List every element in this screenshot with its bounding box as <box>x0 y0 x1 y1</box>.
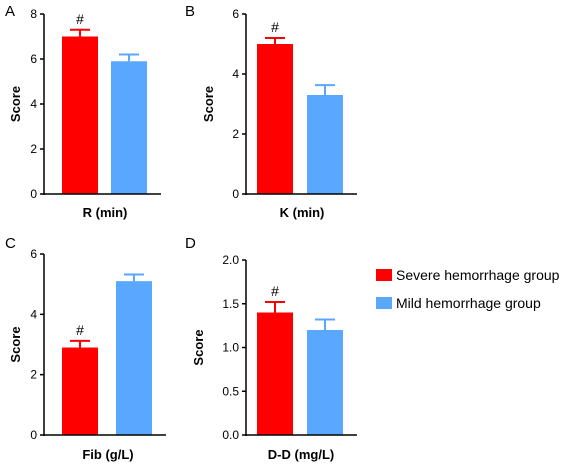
x-axis-title: Fib (g/L) <box>82 447 133 462</box>
x-axis-title: R (min) <box>83 205 128 220</box>
legend-label: Severe hemorrhage group <box>396 267 560 283</box>
y-tick-label: 0 <box>30 187 37 201</box>
y-tick-label: 2 <box>232 127 239 141</box>
x-axis-title: D-D (mg/L) <box>268 447 334 462</box>
y-tick-label: 2 <box>30 142 37 156</box>
y-axis-title: Score <box>8 326 23 362</box>
y-tick-label: 6 <box>30 247 37 261</box>
bar-mild <box>116 281 152 435</box>
legend: Severe hemorrhage group Mild hemorrhage g… <box>376 267 560 311</box>
y-axis-title: Score <box>201 86 216 122</box>
y-tick-label: 4 <box>232 67 239 81</box>
y-axis-title: Score <box>191 329 206 365</box>
legend-label: Mild hemorrhage group <box>396 295 541 311</box>
y-axis-title: Score <box>8 86 23 122</box>
y-tick-label: 6 <box>232 7 239 21</box>
y-tick-label: 2.0 <box>222 253 239 267</box>
bar-severe <box>257 312 293 435</box>
y-tick-label: 6 <box>30 52 37 66</box>
panel-C: C #0 2 4 6 Fib (g/L) Score <box>5 235 166 462</box>
significance-mark: # <box>76 11 84 27</box>
y-tick-label: 0 <box>30 428 37 442</box>
panel-letter: A <box>5 3 15 20</box>
y-tick-label: 0.5 <box>222 384 239 398</box>
bar-severe <box>257 44 293 194</box>
x-axis-title: K (min) <box>280 205 325 220</box>
y-tick-label: 0 <box>232 187 239 201</box>
panel-D: D #0.0 0.5 1.0 1.5 2.0 D-D (mg/L) Score <box>185 235 357 462</box>
panel-letter: B <box>185 3 195 20</box>
y-tick-label: 8 <box>30 7 37 21</box>
significance-mark: # <box>76 322 84 338</box>
legend-swatch <box>376 297 392 309</box>
bar-severe <box>62 36 98 194</box>
bar-mild <box>307 330 343 435</box>
legend-swatch <box>376 269 392 281</box>
y-tick-label: 1.0 <box>222 341 239 355</box>
bar-severe <box>62 347 98 435</box>
significance-mark: # <box>271 19 279 35</box>
panel-B: B #0 2 4 6 K (min) Score <box>185 3 357 220</box>
panel-letter: C <box>5 235 16 252</box>
y-tick-label: 1.5 <box>222 297 239 311</box>
y-tick-label: 0.0 <box>222 428 239 442</box>
significance-mark: # <box>271 283 279 299</box>
bar-mild <box>111 61 147 194</box>
panel-letter: D <box>185 235 196 252</box>
y-tick-label: 2 <box>30 368 37 382</box>
bar-mild <box>307 95 343 194</box>
panel-A: A #0 2 4 6 8 R (min) Score <box>5 3 161 220</box>
y-tick-label: 4 <box>30 307 37 321</box>
y-tick-label: 4 <box>30 97 37 111</box>
